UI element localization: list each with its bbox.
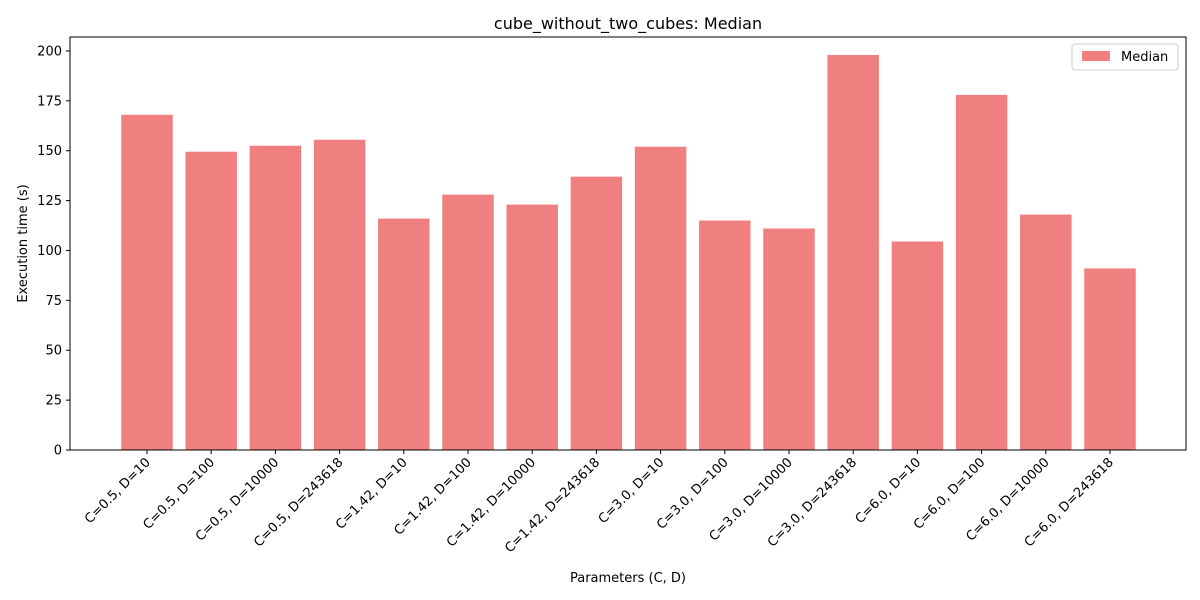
bar	[1084, 268, 1136, 450]
chart-title: cube_without_two_cubes: Median	[494, 14, 762, 34]
bar	[313, 139, 366, 450]
bar	[1020, 214, 1072, 450]
y-tick-label: 25	[45, 394, 62, 409]
y-axis-label: Execution time (s)	[16, 184, 31, 302]
y-tick-label: 150	[37, 144, 62, 159]
bar	[699, 220, 751, 450]
y-tick-label: 125	[37, 194, 62, 209]
bar	[955, 94, 1008, 451]
bar	[185, 151, 237, 450]
y-tick-label: 175	[37, 94, 62, 109]
x-axis-label: Parameters (C, D)	[570, 571, 686, 586]
y-tick-label: 200	[37, 44, 62, 59]
bar	[249, 145, 302, 451]
bar	[570, 176, 623, 450]
bar	[506, 204, 558, 450]
bar	[121, 114, 173, 450]
legend-label: Median	[1121, 50, 1168, 65]
y-tick-label: 100	[37, 244, 62, 259]
bar	[634, 146, 687, 451]
bar	[442, 194, 494, 450]
y-tick-label: 50	[45, 344, 62, 359]
legend-swatch	[1082, 51, 1110, 61]
legend-box	[1071, 43, 1179, 71]
bars-group	[121, 54, 1136, 451]
y-tick-label: 75	[45, 294, 62, 309]
y-axis-ticks: 0 25 50 75 100 125 150 175 200	[37, 44, 70, 459]
bar	[378, 218, 430, 450]
plot-frame	[69, 36, 1187, 451]
x-tick-label: C=6.0, D=10	[853, 455, 925, 527]
y-tick-label: 0	[54, 444, 62, 459]
bar	[763, 228, 815, 450]
bar	[827, 54, 879, 451]
x-tick-label: C=3.0, D=10	[596, 455, 668, 527]
legend: Median	[1071, 43, 1179, 71]
bar	[891, 241, 944, 450]
x-tick-label: C=0.5, D=10	[82, 455, 154, 527]
